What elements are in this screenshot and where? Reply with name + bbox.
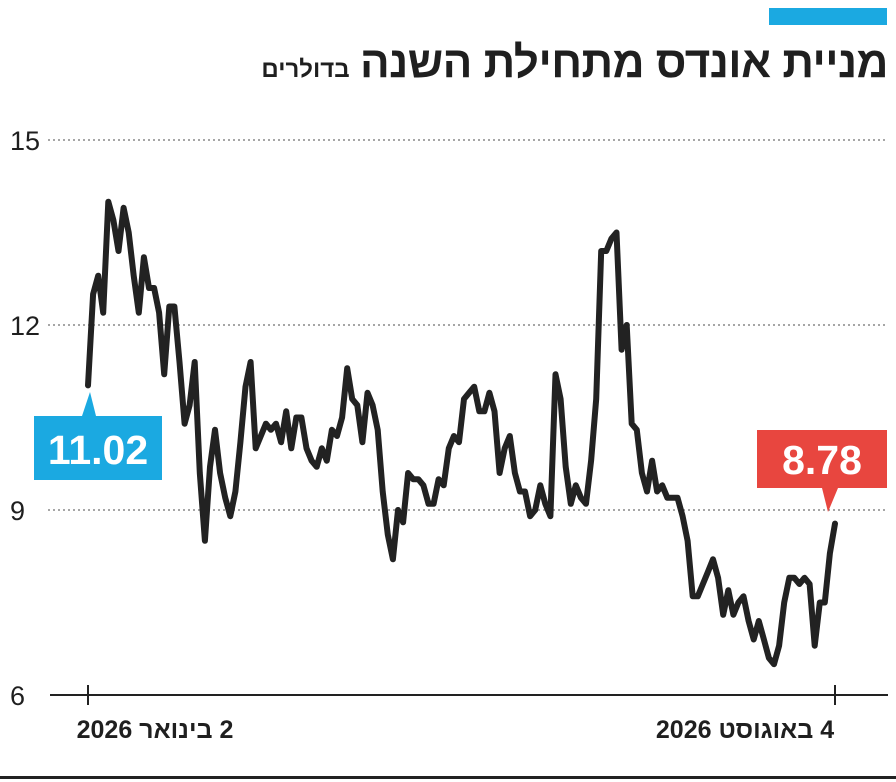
start-callout-box [34,416,162,480]
x-tick-label-start: 2 בינואר 2026 [77,716,234,744]
end-value-callout: 8.78 [757,430,887,512]
accent-bar [769,8,887,25]
series-line [85,198,838,668]
chart-unit-label: בדולרים [261,56,350,83]
y-tick-label-15: 15 [10,126,40,156]
y-tick-label-12: 12 [10,311,40,341]
end-callout-pointer [822,488,838,512]
bottom-rule [0,776,896,779]
axis-layer: 2 בינואר 2026 4 באוגוסט 2026 [50,685,888,744]
end-callout-box [757,430,887,488]
start-value-callout: 11.02 [34,392,162,480]
start-callout-pointer [82,392,96,416]
start-value-label: 11.02 [48,427,148,473]
y-tick-labels: 15 12 9 6 [10,126,40,711]
chart-header: מניית אונדס מתחילת השנה בדולרים [261,38,888,88]
end-value-label: 8.78 [782,437,862,483]
chart-title: מניית אונדס מתחילת השנה [360,38,888,87]
grid-layer [48,139,888,511]
y-tick-label-6: 6 [10,681,25,711]
x-tick-label-end: 4 באוגוסט 2026 [656,716,834,744]
y-tick-label-9: 9 [10,496,25,526]
